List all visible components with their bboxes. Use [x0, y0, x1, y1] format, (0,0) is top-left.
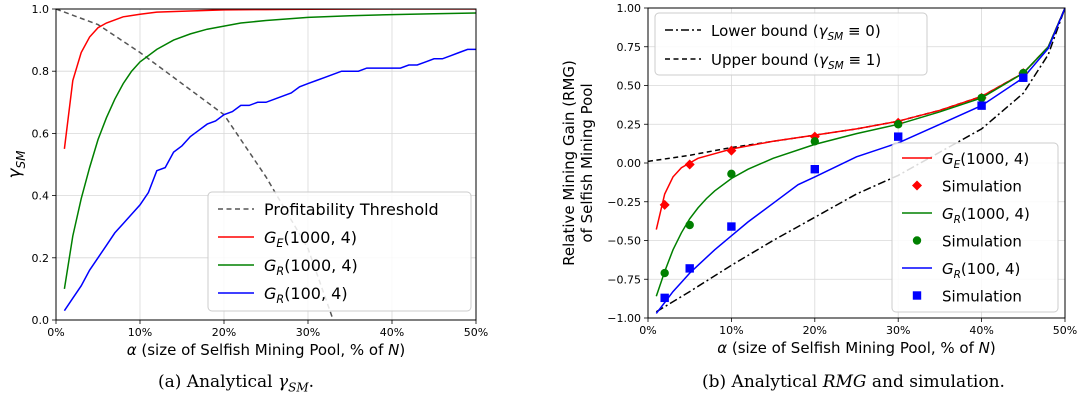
y-tick-label: 0.0 [32, 314, 50, 327]
series-line-2 [655, 8, 1065, 230]
marker-square [810, 165, 819, 174]
x-axis-label: α (size of Selfish Mining Pool, % of N) [127, 341, 406, 359]
legend-label: Simulation [942, 288, 1022, 306]
caption-b-prefix: (b) Analytical [702, 372, 823, 392]
marker-square [727, 222, 736, 231]
marker-circle [977, 93, 986, 103]
x-tick-label: 50% [1053, 324, 1077, 337]
y-axis-label-line1: Relative Mining Gain (RMG) [560, 60, 578, 266]
x-tick-label: 30% [886, 324, 910, 337]
marker-circle [894, 120, 903, 129]
marker-circle [727, 169, 736, 179]
series-line-2 [63, 12, 476, 290]
y-axis-label: γSM [5, 150, 28, 179]
legend-label: Upper bound (γSM ≡ 1) [711, 51, 881, 72]
legend-label: GR(1000, 4) [942, 205, 1030, 226]
legend-label: Simulation [942, 233, 1022, 251]
y-tick-label: 0.2 [32, 252, 50, 265]
y-tick-label: −0.75 [607, 273, 641, 286]
legend-bounds: Lower bound (γSM ≡ 0) Upper bound (γSM ≡ … [654, 12, 928, 76]
y-tick-label: 0.8 [32, 65, 50, 78]
x-tick-label: 20% [212, 326, 236, 339]
x-tick-label: 50% [464, 326, 488, 339]
marker-diamond [726, 145, 737, 156]
y-tick-label: 0.25 [617, 118, 642, 131]
marker-square [1019, 73, 1028, 82]
plot-frame [55, 8, 477, 321]
legend-label: Lower bound (γSM ≡ 0) [711, 22, 881, 43]
legend-marker [912, 236, 922, 245]
marker-square [894, 132, 903, 141]
marker-square [660, 293, 669, 303]
legend-box [207, 191, 472, 312]
caption-a-suffix: . [308, 372, 315, 392]
x-tick-label: 0% [639, 324, 656, 337]
caption-a: (a) Analytical γSM. [158, 372, 314, 394]
legend-box [654, 12, 928, 76]
marker-circle [685, 220, 694, 230]
marker-square [685, 264, 694, 273]
legend-marker [912, 291, 922, 300]
y-tick-label: −0.50 [607, 235, 641, 248]
y-tick-label: 0.75 [617, 41, 642, 54]
legend-label: GR(100, 4) [942, 260, 1020, 281]
y-tick-label: 1.00 [617, 2, 642, 15]
y-tick-label: 1.0 [32, 3, 50, 16]
legend-label: GE(1000, 4) [264, 228, 357, 250]
marker-circle [660, 268, 669, 278]
caption-b-math: RMG [822, 372, 867, 392]
chart-a: 0% 10% 20% 30% 40% 50% 0.0 0.2 0.4 0.6 0.8 1.0 α (si… [5, 3, 488, 359]
x-tick-label: 40% [380, 326, 404, 339]
legend: Profitability Threshold GE(1000, 4) GR(100… [207, 191, 472, 312]
series-line-3 [63, 48, 476, 312]
y-axis-label-line2: of Selfish Mining Pool [578, 83, 596, 242]
legend-box [891, 142, 1059, 313]
y-tick-label: −1.00 [607, 312, 641, 325]
marker-square [977, 101, 986, 110]
x-tick-label: 40% [969, 324, 993, 337]
marker-circle [810, 137, 819, 146]
y-tick-label: 0.6 [32, 127, 50, 140]
legend-label: GE(1000, 4) [942, 150, 1029, 171]
x-tick-label: 10% [128, 326, 152, 339]
y-tick-label: 0.00 [617, 157, 642, 170]
caption-a-sub: SM [288, 380, 309, 395]
series-line-0 [655, 8, 1065, 313]
chart-b: 0% 10% 20% 30% 40% 50% −1.00 −0.75 −0.50 −0.25 0.0… [560, 2, 1077, 357]
y-tick-label: −0.25 [607, 196, 641, 209]
legend-label: GR(100, 4) [264, 284, 348, 306]
x-tick-label: 0% [47, 326, 64, 339]
caption-b: (b) Analytical RMG and simulation. [702, 372, 1005, 392]
x-tick-label: 20% [803, 324, 827, 337]
legend-label: GR(1000, 4) [264, 256, 358, 278]
x-tick-label: 10% [719, 324, 743, 337]
caption-a-prefix: (a) Analytical [158, 372, 278, 392]
caption-b-suffix: and simulation. [866, 372, 1005, 392]
x-tick-label: 30% [296, 326, 320, 339]
legend-label: Simulation [942, 178, 1022, 196]
y-tick-label: 0.50 [617, 80, 642, 93]
legend-series: GE(1000, 4) Simulation GR(1000, 4) Simulati… [891, 142, 1059, 313]
legend-marker [912, 180, 922, 191]
caption-a-math: γ [277, 372, 289, 392]
marker-diamond [684, 159, 695, 170]
x-axis-label: α (size of Selfish Mining Pool, % of N) [717, 339, 996, 357]
legend-label: Profitability Threshold [264, 200, 439, 219]
y-tick-label: 0.4 [32, 190, 50, 203]
marker-diamond [659, 199, 670, 210]
